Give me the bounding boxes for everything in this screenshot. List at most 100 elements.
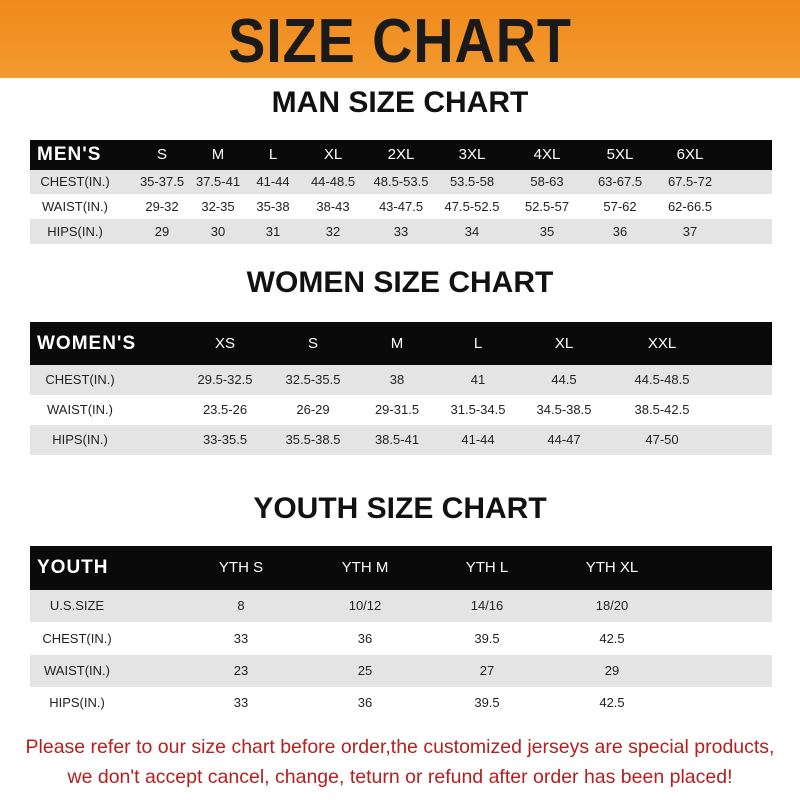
measurement-cell: 44.5-48.5 [634, 372, 690, 387]
size-column-header: 5XL [606, 146, 634, 163]
size-column-header: YTH S [218, 559, 264, 576]
men-size-table: MEN'S S M L XL 2XL 3XL 4XL 5XL 6XL CHEST(IN.) 35-37… [30, 140, 772, 244]
measurement-cell: 33 [393, 224, 409, 239]
row-label: U.S.SIZE [49, 598, 105, 613]
measurement-cell: 47.5-52.5 [444, 199, 500, 214]
measurement-cell: 36 [357, 631, 373, 646]
table-row: WAIST(IN.) 23.5-26 26-29 29-31.5 31.5-34.5 34… [30, 395, 772, 425]
size-column-header: 6XL [676, 146, 704, 163]
measurement-cell: 35.5-38.5 [285, 432, 341, 447]
measurement-cell: 8 [237, 598, 245, 613]
size-column-header: 4XL [533, 146, 561, 163]
measurement-cell: 36 [357, 695, 373, 710]
measurement-cell: 42.5 [599, 631, 625, 646]
measurement-cell: 53.5-58 [449, 174, 495, 189]
size-column-header: M [211, 146, 225, 163]
measurement-cell: 10/12 [348, 598, 382, 613]
size-column-header: XXL [647, 335, 677, 352]
measurement-cell: 34.5-38.5 [536, 402, 592, 417]
measurement-cell: 29 [154, 224, 170, 239]
measurement-cell: 41-44 [256, 174, 290, 189]
title-banner: SIZE CHART [0, 0, 800, 78]
size-column-header: L [473, 335, 483, 352]
page-title: SIZE CHART [228, 7, 572, 76]
row-label: WAIST(IN.) [42, 199, 108, 214]
row-label: HIPS(IN.) [49, 695, 105, 710]
measurement-cell: 43-47.5 [378, 199, 424, 214]
measurement-cell: 23 [233, 663, 249, 678]
measurement-cell: 36 [612, 224, 628, 239]
measurement-cell: 57-62 [603, 199, 637, 214]
measurement-cell: 67.5-72 [667, 174, 713, 189]
row-label: CHEST(IN.) [45, 372, 115, 387]
measurement-cell: 32.5-35.5 [285, 372, 341, 387]
size-column-header: YTH M [341, 559, 389, 576]
measurement-cell: 35-37.5 [139, 174, 185, 189]
measurement-cell: 52.5-57 [524, 199, 570, 214]
measurement-cell: 58-63 [530, 174, 564, 189]
size-column-header: XL [554, 335, 574, 352]
measurement-cell: 29-31.5 [374, 402, 420, 417]
measurement-cell: 41 [470, 372, 486, 387]
size-column-header: XL [323, 146, 343, 163]
size-column-header: YTH XL [585, 559, 639, 576]
measurement-cell: 29-32 [145, 199, 179, 214]
measurement-cell: 29 [604, 663, 620, 678]
measurement-cell: 48.5-53.5 [373, 174, 429, 189]
measurement-cell: 37 [682, 224, 698, 239]
measurement-cell: 37.5-41 [195, 174, 241, 189]
measurement-cell: 29.5-32.5 [197, 372, 253, 387]
size-column-header: 2XL [387, 146, 415, 163]
table-row: U.S.SIZE 8 10/12 14/16 18/20 [30, 590, 772, 622]
women-heading: WOMEN SIZE CHART [246, 266, 554, 299]
size-column-header: S [156, 146, 168, 163]
header-row: MEN'S S M L XL 2XL 3XL 4XL 5XL 6XL [30, 140, 772, 170]
row-label: WAIST(IN.) [44, 663, 110, 678]
table-row: CHEST(IN.) 29.5-32.5 32.5-35.5 38 41 44.5 44.5… [30, 365, 772, 395]
size-column-header: YTH L [465, 559, 509, 576]
measurement-cell: 26-29 [296, 402, 330, 417]
size-column-header: XS [214, 335, 236, 352]
notice-line-2: we don't accept cancel, change, teturn o… [67, 766, 733, 788]
table-title-cell: MEN'S [37, 144, 102, 165]
row-label: HIPS(IN.) [52, 432, 108, 447]
size-column-header: 3XL [458, 146, 486, 163]
measurement-cell: 39.5 [474, 695, 500, 710]
measurement-cell: 27 [479, 663, 495, 678]
table-row: CHEST(IN.) 33 36 39.5 42.5 [30, 622, 772, 655]
measurement-cell: 33-35.5 [202, 432, 248, 447]
youth-size-table: YOUTH YTH S YTH M YTH L YTH XL U.S.SIZE 8 10/12… [30, 546, 772, 718]
measurement-cell: 62-66.5 [667, 199, 713, 214]
measurement-cell: 33 [233, 695, 249, 710]
measurement-cell: 44.5 [551, 372, 577, 387]
header-row: YOUTH YTH S YTH M YTH L YTH XL [30, 546, 772, 590]
size-column-header: M [390, 335, 404, 352]
size-column-header: S [307, 335, 319, 352]
size-column-header: L [268, 146, 278, 163]
measurement-cell: 44-48.5 [310, 174, 356, 189]
row-label: CHEST(IN.) [40, 174, 110, 189]
row-label: CHEST(IN.) [42, 631, 112, 646]
measurement-cell: 32 [325, 224, 341, 239]
measurement-cell: 47-50 [645, 432, 679, 447]
row-label: HIPS(IN.) [47, 224, 103, 239]
measurement-cell: 41-44 [461, 432, 495, 447]
measurement-cell: 35-38 [256, 199, 290, 214]
men-heading: MAN SIZE CHART [271, 86, 529, 119]
table-row: WAIST(IN.) 23 25 27 29 [30, 655, 772, 687]
table-title-cell: YOUTH [37, 557, 109, 578]
measurement-cell: 42.5 [599, 695, 625, 710]
header-row: WOMEN'S XS S M L XL XXL [30, 322, 772, 365]
women-size-table: WOMEN'S XS S M L XL XXL CHEST(IN.) 29.5-32.5 32.5… [30, 322, 772, 455]
measurement-cell: 34 [464, 224, 480, 239]
measurement-cell: 38-43 [316, 199, 350, 214]
row-label: WAIST(IN.) [47, 402, 113, 417]
measurement-cell: 38 [389, 372, 405, 387]
measurement-cell: 18/20 [595, 598, 629, 613]
youth-heading: YOUTH SIZE CHART [253, 492, 547, 525]
table-row: WAIST(IN.) 29-32 32-35 35-38 38-43 43-47.5 47.… [30, 194, 772, 219]
table-row: HIPS(IN.) 33 36 39.5 42.5 [30, 687, 772, 718]
table-row: HIPS(IN.) 33-35.5 35.5-38.5 38.5-41 41-44 44-… [30, 425, 772, 455]
measurement-cell: 63-67.5 [597, 174, 643, 189]
measurement-cell: 14/16 [470, 598, 504, 613]
